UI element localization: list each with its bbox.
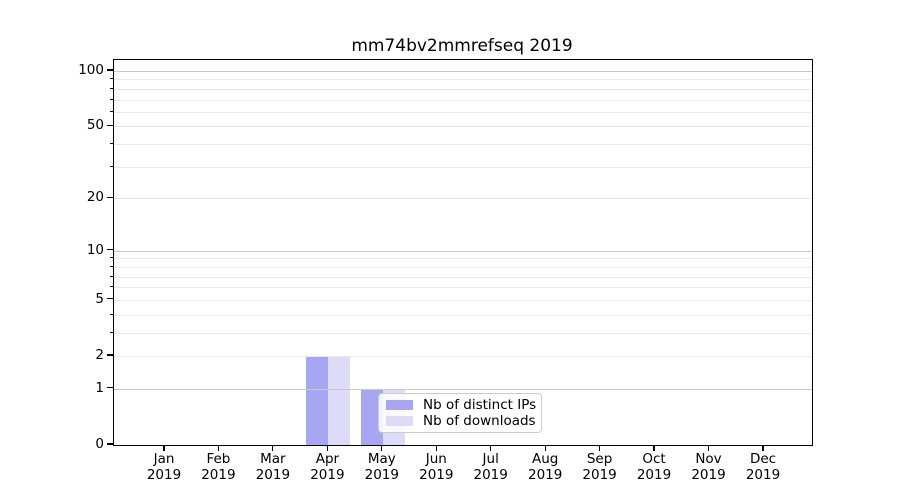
y-tick-label-10: 10: [86, 241, 104, 258]
gridline-y-2: [114, 356, 812, 357]
y-minor-tick-mark: [109, 143, 113, 145]
y-minor-tick-mark: [109, 265, 113, 267]
y-minor-tick-mark: [109, 313, 113, 315]
legend-swatch-downloads: [386, 416, 413, 426]
y-minor-tick-mark: [109, 275, 113, 277]
x-tick-mark-may: [381, 445, 383, 451]
x-tick-mark-jan: [163, 445, 165, 451]
x-tick-mark-feb: [217, 445, 219, 451]
y-tick-label-0: 0: [95, 436, 104, 452]
gridline-y-3: [114, 332, 812, 334]
x-tick-mark-mar: [272, 445, 274, 451]
legend-swatch-distinct-ips: [386, 400, 413, 410]
y-tick-label-100: 100: [78, 62, 104, 78]
y-minor-tick-mark: [109, 87, 113, 89]
y-tick-mark: [107, 249, 113, 251]
x-tick-mark-nov: [707, 445, 710, 451]
gridline-y-30: [114, 166, 812, 168]
gridline-y-8: [114, 266, 812, 268]
y-minor-tick-mark: [109, 257, 113, 259]
x-tick-label-oct: Oct 2019: [636, 451, 672, 483]
gridline-y-90: [114, 79, 812, 81]
y-tick-mark: [107, 387, 113, 389]
x-tick-mark-sep: [599, 445, 601, 451]
y-minor-tick-mark: [109, 286, 113, 288]
gridline-y-40: [114, 144, 812, 146]
y-tick-label-1: 1: [95, 379, 104, 396]
y-tick-label-50: 50: [86, 117, 104, 134]
x-tick-label-sep: Sep 2019: [582, 451, 617, 483]
y-tick-label-20: 20: [86, 189, 104, 206]
bar-downloads-apr: [328, 356, 351, 445]
gridline-y-20: [114, 198, 812, 200]
bar-distinct-ips-may: [360, 388, 383, 445]
x-tick-label-dec: Dec 2019: [745, 451, 781, 483]
y-tick-mark: [107, 124, 113, 126]
gridline-y-7: [114, 276, 812, 278]
x-tick-label-jul: Jul 2019: [473, 451, 508, 483]
x-tick-label-aug: Aug 2019: [528, 451, 563, 483]
y-tick-mark: [107, 69, 113, 71]
x-tick-label-apr: Apr 2019: [310, 451, 345, 483]
y-tick-label-5: 5: [95, 290, 104, 307]
legend: Nb of distinct IPs Nb of downloads: [378, 393, 542, 433]
gridline-y-100: [114, 71, 812, 72]
gridline-y-1: [114, 388, 812, 390]
y-minor-tick-mark: [109, 98, 113, 100]
y-minor-tick-mark: [109, 110, 113, 112]
gridline-y-9: [114, 258, 812, 260]
y-minor-tick-mark: [109, 331, 113, 333]
gridline-y-5: [114, 299, 812, 301]
gridline-y-50: [114, 126, 812, 128]
legend-item-downloads: Nb of downloads: [386, 413, 536, 429]
gridline-y-10: [114, 250, 812, 252]
x-tick-mark-apr: [326, 445, 328, 451]
x-tick-label-jun: Jun 2019: [419, 451, 454, 483]
x-tick-mark-oct: [653, 445, 655, 451]
y-tick-label-2: 2: [95, 347, 104, 363]
y-minor-tick-mark: [109, 165, 113, 167]
x-tick-label-mar: Mar 2019: [255, 451, 291, 483]
y-minor-tick-mark: [109, 78, 113, 80]
y-tick-mark: [107, 196, 113, 198]
gridline-y-70: [114, 99, 812, 101]
x-tick-label-feb: Feb 2019: [201, 451, 236, 483]
x-tick-mark-jul: [490, 445, 492, 451]
legend-label-downloads: Nb of downloads: [423, 413, 536, 429]
chart-title: mm74bv2mmrefseq 2019: [351, 36, 573, 56]
gridline-y-6: [114, 287, 812, 289]
y-tick-mark: [107, 354, 113, 356]
y-tick-mark: [107, 298, 113, 300]
x-tick-label-nov: Nov 2019: [691, 451, 726, 483]
gridline-y-4: [114, 314, 812, 316]
x-tick-mark-aug: [544, 445, 546, 451]
plot-area: [113, 59, 813, 446]
x-tick-label-jan: Jan 2019: [146, 451, 182, 483]
bar-distinct-ips-apr: [306, 356, 329, 445]
y-tick-mark: [107, 443, 113, 445]
legend-label-distinct-ips: Nb of distinct IPs: [423, 397, 537, 413]
legend-item-distinct-ips: Nb of distinct IPs: [386, 397, 537, 413]
gridline-y-60: [114, 111, 812, 113]
x-tick-mark-dec: [762, 445, 764, 451]
x-tick-mark-jun: [435, 445, 437, 451]
x-tick-label-may: May 2019: [364, 451, 399, 483]
gridline-y-80: [114, 88, 812, 90]
